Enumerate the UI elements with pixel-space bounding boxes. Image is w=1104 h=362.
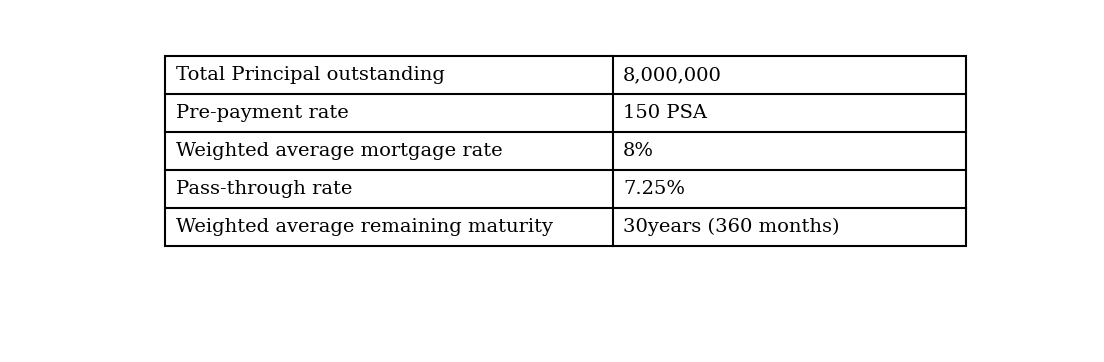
Text: 8%: 8% [623, 142, 655, 160]
Text: 150 PSA: 150 PSA [623, 104, 708, 122]
Text: Weighted average remaining maturity: Weighted average remaining maturity [176, 218, 553, 236]
Text: Weighted average mortgage rate: Weighted average mortgage rate [176, 142, 502, 160]
Text: Pass-through rate: Pass-through rate [176, 180, 352, 198]
Text: Total Principal outstanding: Total Principal outstanding [176, 66, 445, 84]
Text: Pre-payment rate: Pre-payment rate [176, 104, 349, 122]
Text: 8,000,000: 8,000,000 [623, 66, 722, 84]
Text: 30years (360 months): 30years (360 months) [623, 218, 840, 236]
Bar [166, 56, 966, 245]
Text: 7.25%: 7.25% [623, 180, 686, 198]
